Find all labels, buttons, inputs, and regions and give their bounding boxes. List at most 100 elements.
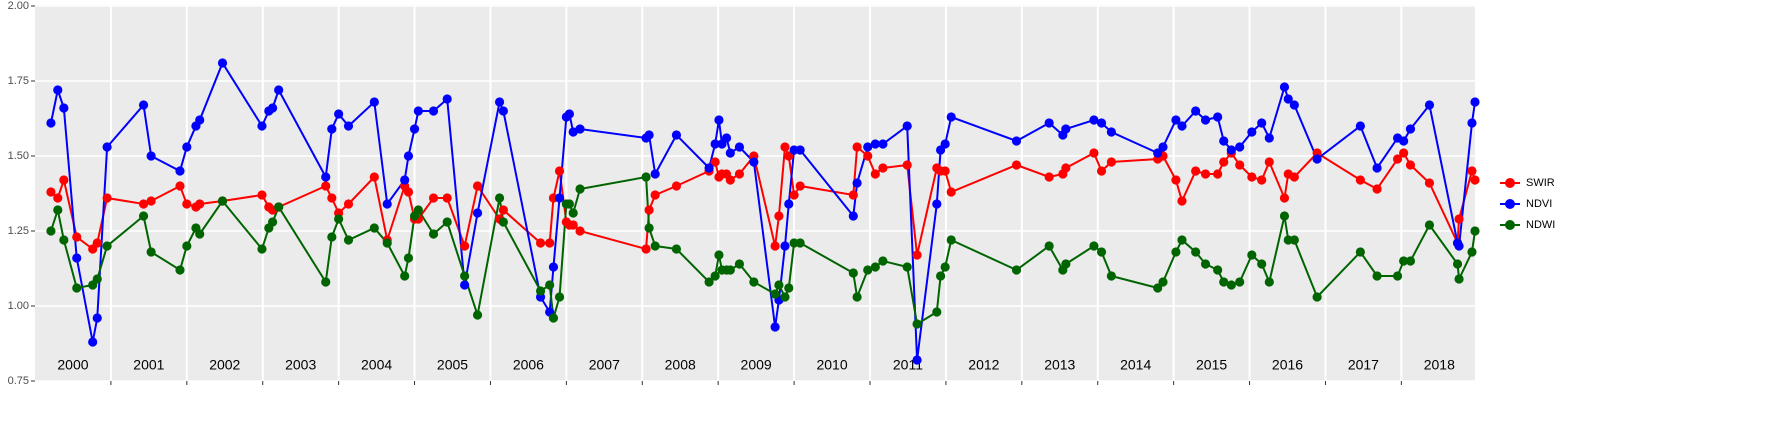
- point: [1279, 82, 1290, 92]
- point: [725, 265, 735, 275]
- point: [1247, 172, 1257, 182]
- point: [327, 193, 337, 203]
- year-label: 2018: [1424, 357, 1455, 373]
- point: [710, 271, 720, 281]
- point: [182, 199, 192, 209]
- point: [472, 310, 483, 320]
- point: [321, 277, 331, 287]
- point: [428, 229, 439, 239]
- point: [795, 145, 805, 155]
- point: [902, 262, 912, 272]
- point: [784, 283, 794, 293]
- point: [1264, 157, 1274, 167]
- point: [182, 241, 192, 251]
- point: [334, 214, 344, 224]
- point: [1235, 142, 1245, 152]
- point: [1191, 106, 1201, 116]
- point: [267, 217, 278, 227]
- point: [175, 181, 185, 191]
- point: [535, 238, 546, 248]
- point: [369, 223, 379, 233]
- point: [1219, 136, 1229, 146]
- point: [195, 199, 205, 209]
- point: [1011, 265, 1022, 275]
- point: [1191, 247, 1201, 257]
- year-label: 2014: [1120, 357, 1151, 373]
- point: [1355, 247, 1365, 257]
- point: [852, 142, 862, 152]
- point: [1392, 154, 1403, 164]
- point: [912, 250, 922, 260]
- year-label: 2005: [437, 357, 468, 373]
- point: [1153, 283, 1163, 293]
- point: [714, 250, 724, 260]
- point: [46, 118, 56, 128]
- point: [795, 181, 805, 191]
- legend-label: NDVI: [1526, 198, 1552, 210]
- point: [940, 166, 950, 176]
- year-label: 2012: [968, 357, 999, 373]
- point: [641, 244, 651, 254]
- point: [1200, 259, 1211, 269]
- point: [554, 292, 565, 302]
- point: [912, 319, 922, 329]
- point: [217, 58, 228, 68]
- year-label: 2004: [361, 357, 392, 373]
- point: [53, 85, 63, 95]
- point: [1312, 292, 1322, 302]
- point: [575, 226, 585, 236]
- legend-label: SWIR: [1526, 177, 1555, 189]
- point: [848, 190, 858, 200]
- point: [795, 238, 805, 248]
- point: [1399, 148, 1409, 158]
- point: [53, 205, 63, 215]
- point: [59, 235, 69, 245]
- point: [671, 244, 682, 254]
- point: [403, 253, 414, 263]
- point: [714, 115, 724, 125]
- year-label: 2016: [1272, 357, 1303, 373]
- point: [734, 169, 745, 179]
- point: [1424, 178, 1435, 188]
- point: [1061, 163, 1071, 173]
- point: [644, 223, 654, 233]
- point: [1011, 160, 1022, 170]
- point: [1044, 118, 1054, 128]
- point: [780, 292, 790, 302]
- point: [1200, 169, 1211, 179]
- point: [138, 199, 149, 209]
- point: [138, 100, 149, 110]
- point: [1279, 211, 1290, 221]
- point: [460, 241, 470, 251]
- point: [413, 106, 423, 116]
- point: [442, 193, 452, 203]
- point: [1191, 166, 1201, 176]
- point: [1279, 193, 1290, 203]
- point: [780, 241, 790, 251]
- point: [498, 217, 508, 227]
- point: [575, 184, 585, 194]
- point: [902, 121, 912, 131]
- point: [1158, 277, 1168, 287]
- point: [852, 292, 862, 302]
- point: [644, 130, 654, 140]
- point: [1061, 259, 1071, 269]
- point: [1226, 145, 1236, 155]
- point: [946, 235, 956, 245]
- point: [1372, 184, 1382, 194]
- point: [102, 193, 112, 203]
- point: [535, 286, 546, 296]
- point: [1089, 115, 1099, 125]
- point: [902, 160, 912, 170]
- point: [863, 151, 873, 161]
- legend-label: NDWI: [1526, 219, 1555, 231]
- point: [554, 193, 565, 203]
- point: [1247, 250, 1257, 260]
- point: [343, 199, 354, 209]
- year-label: 2015: [1196, 357, 1227, 373]
- point: [1213, 112, 1223, 122]
- point: [1454, 214, 1464, 224]
- point: [1219, 277, 1229, 287]
- point: [935, 271, 946, 281]
- point: [327, 124, 337, 134]
